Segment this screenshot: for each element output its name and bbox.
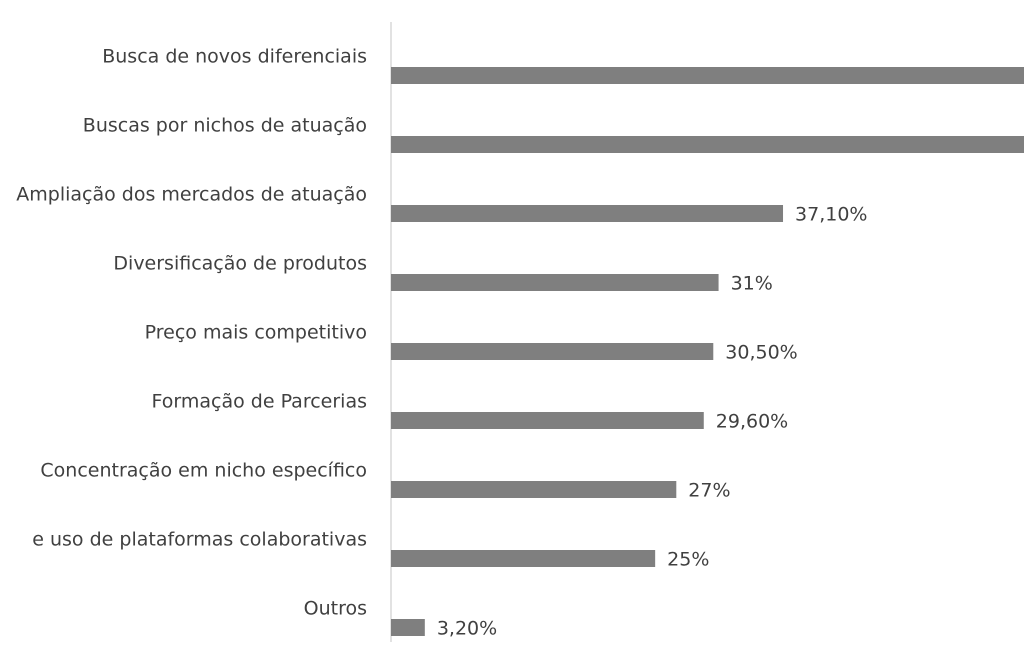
value-label: 30,50% bbox=[725, 342, 797, 364]
category-label: Formação de Parcerias bbox=[152, 391, 367, 413]
value-label: 29,60% bbox=[716, 411, 788, 433]
bar bbox=[391, 550, 656, 567]
category-label: Outros bbox=[304, 598, 367, 620]
category-label: Preço mais competitivo bbox=[145, 322, 367, 344]
category-label: Concentração em nicho específico bbox=[40, 460, 367, 482]
value-label: 27% bbox=[688, 480, 730, 502]
category-label: Ampliação dos mercados de atuação bbox=[16, 184, 367, 206]
bar bbox=[391, 343, 714, 360]
category-label: Buscas por nichos de atuação bbox=[83, 115, 367, 137]
bar bbox=[391, 136, 1024, 153]
value-label: 37,10% bbox=[795, 204, 867, 226]
bar bbox=[391, 205, 784, 222]
value-label: 25% bbox=[667, 549, 709, 571]
bar bbox=[391, 67, 1024, 84]
category-label: Busca de novos diferenciais bbox=[102, 46, 367, 68]
value-label: 3,20% bbox=[437, 618, 497, 640]
value-label: 31% bbox=[731, 273, 773, 295]
bar bbox=[391, 274, 719, 291]
bar bbox=[391, 481, 677, 498]
category-label: e uso de plataformas colaborativas bbox=[32, 529, 367, 551]
category-label: Diversificação de produtos bbox=[113, 253, 367, 275]
bar bbox=[391, 412, 704, 429]
bar bbox=[391, 619, 425, 636]
